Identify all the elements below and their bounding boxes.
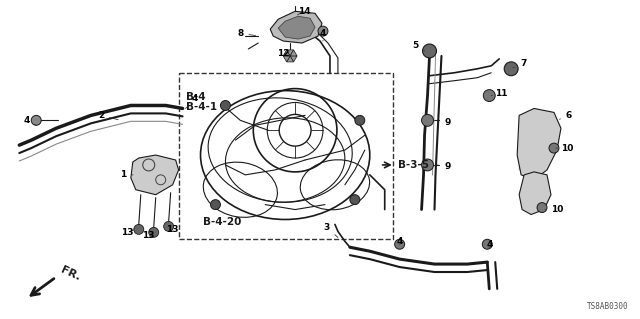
Text: 10: 10 <box>556 144 573 152</box>
Polygon shape <box>287 56 294 62</box>
Text: 11: 11 <box>492 89 508 98</box>
Polygon shape <box>131 155 179 195</box>
Text: 4: 4 <box>186 94 198 108</box>
Text: 12: 12 <box>277 49 289 58</box>
Circle shape <box>422 44 436 58</box>
Text: 13: 13 <box>120 228 133 237</box>
Polygon shape <box>283 50 290 56</box>
Circle shape <box>148 227 159 237</box>
Circle shape <box>395 239 404 249</box>
Text: 5: 5 <box>412 41 424 51</box>
Circle shape <box>220 100 230 110</box>
Text: 4: 4 <box>486 240 492 249</box>
Text: 10: 10 <box>545 205 563 214</box>
Circle shape <box>422 159 433 171</box>
Polygon shape <box>519 172 551 214</box>
Text: 9: 9 <box>438 162 451 171</box>
Circle shape <box>549 143 559 153</box>
Text: 4: 4 <box>396 237 403 246</box>
Text: 4: 4 <box>23 116 36 125</box>
Circle shape <box>483 90 495 101</box>
Circle shape <box>537 203 547 212</box>
Text: 13: 13 <box>166 225 179 234</box>
Text: 8: 8 <box>237 29 255 38</box>
Polygon shape <box>517 108 561 180</box>
Text: TS8AB0300: TS8AB0300 <box>587 302 628 311</box>
Circle shape <box>422 115 433 126</box>
Text: B-4-20: B-4-20 <box>202 218 241 227</box>
Circle shape <box>31 115 41 125</box>
Text: B-4-1: B-4-1 <box>186 102 217 113</box>
Circle shape <box>483 239 492 249</box>
Text: 13: 13 <box>143 231 155 240</box>
Polygon shape <box>287 50 294 56</box>
Polygon shape <box>270 11 322 43</box>
Circle shape <box>211 200 220 210</box>
Polygon shape <box>278 16 315 39</box>
Text: 9: 9 <box>438 118 451 127</box>
Circle shape <box>318 26 328 36</box>
Text: 6: 6 <box>559 111 572 120</box>
Text: 4: 4 <box>320 29 326 41</box>
Text: 14: 14 <box>298 7 310 16</box>
Text: 1: 1 <box>120 170 133 179</box>
Circle shape <box>355 115 365 125</box>
Text: FR.: FR. <box>59 265 82 283</box>
Text: 2: 2 <box>98 111 118 120</box>
Circle shape <box>164 221 173 231</box>
Polygon shape <box>290 56 297 62</box>
Polygon shape <box>290 50 297 56</box>
Text: B-4: B-4 <box>186 92 205 101</box>
Text: 3: 3 <box>324 223 338 237</box>
Circle shape <box>134 225 144 234</box>
Polygon shape <box>283 56 290 62</box>
Circle shape <box>504 62 518 76</box>
Circle shape <box>350 195 360 204</box>
Text: B-3-5: B-3-5 <box>397 160 429 170</box>
Bar <box>179 73 393 239</box>
Text: 7: 7 <box>513 59 526 68</box>
